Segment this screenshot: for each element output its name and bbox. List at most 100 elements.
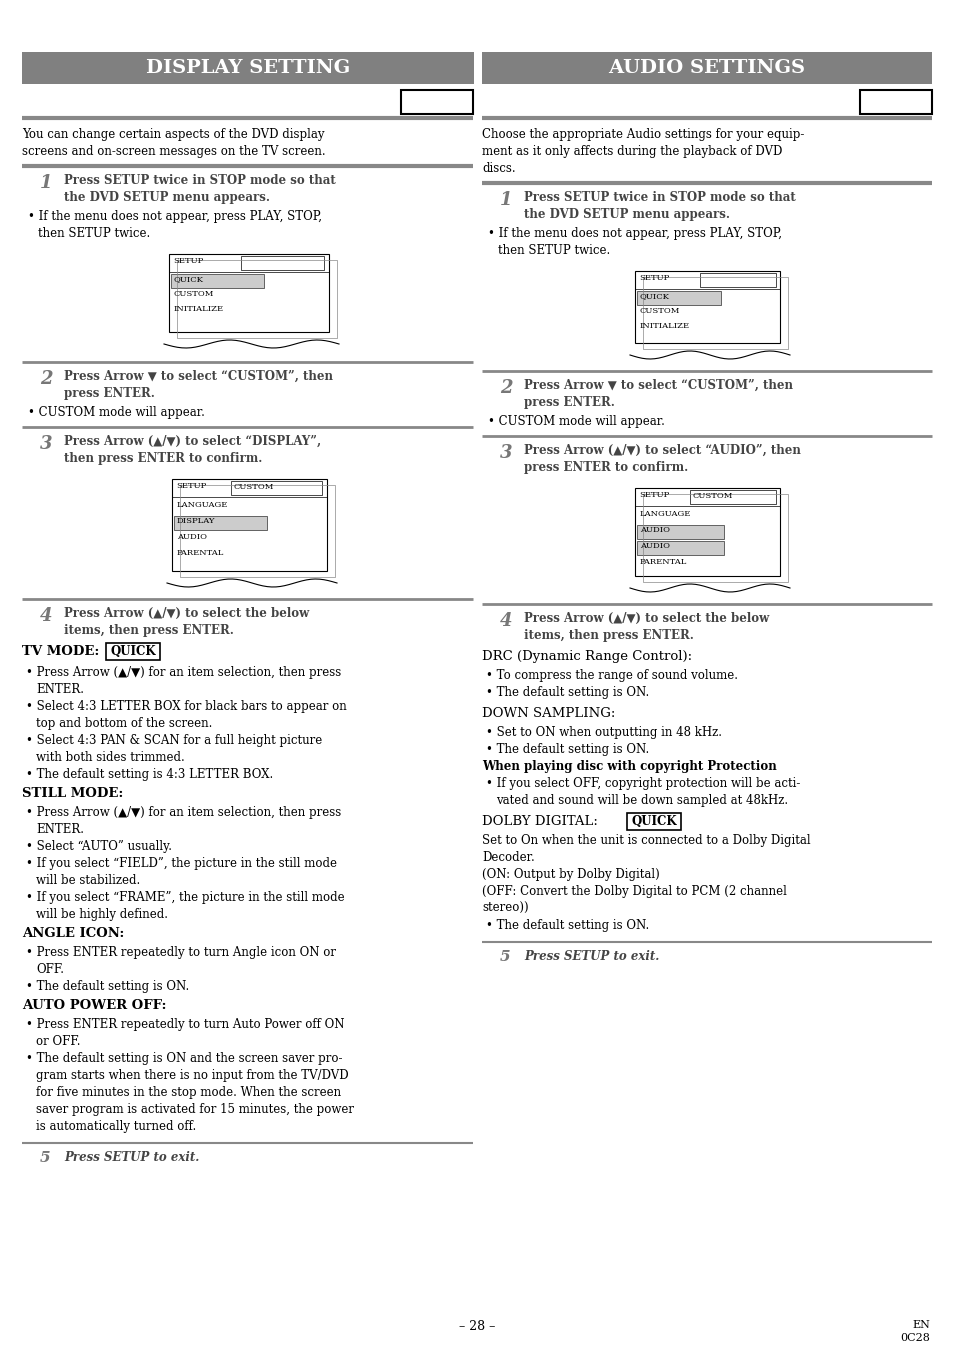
Text: • Select 4:3 PAN & SCAN for a full height picture: • Select 4:3 PAN & SCAN for a full heigh… — [26, 735, 322, 747]
Bar — [637, 291, 720, 305]
Text: 5: 5 — [40, 1151, 51, 1165]
Bar — [635, 488, 780, 576]
Text: 2: 2 — [499, 379, 512, 398]
Text: INITIALIZE: INITIALIZE — [173, 305, 224, 313]
Text: or OFF.: or OFF. — [36, 1035, 80, 1047]
Text: ment as it only affects during the playback of DVD: ment as it only affects during the playb… — [481, 146, 781, 158]
Text: Press Arrow (▲/▼) to select the below: Press Arrow (▲/▼) to select the below — [64, 607, 309, 620]
Text: SETUP: SETUP — [172, 257, 203, 266]
Text: • Press ENTER repeatedly to turn Angle icon ON or: • Press ENTER repeatedly to turn Angle i… — [26, 946, 335, 958]
Text: Press Arrow (▲/▼) to select the below: Press Arrow (▲/▼) to select the below — [523, 612, 768, 625]
Text: DRC (Dynamic Range Control):: DRC (Dynamic Range Control): — [481, 650, 691, 663]
Text: items, then press ENTER.: items, then press ENTER. — [523, 630, 693, 642]
Text: items, then press ENTER.: items, then press ENTER. — [64, 624, 233, 638]
Text: You can change certain aspects of the DVD display: You can change certain aspects of the DV… — [22, 128, 324, 142]
Text: ENTER.: ENTER. — [36, 683, 84, 696]
Bar — [481, 53, 931, 84]
Text: Press Arrow ▼ to select “CUSTOM”, then: Press Arrow ▼ to select “CUSTOM”, then — [64, 369, 333, 383]
Bar — [169, 253, 329, 332]
Text: 4: 4 — [499, 612, 512, 630]
Text: stereo)): stereo)) — [481, 902, 528, 915]
Text: SETUP: SETUP — [175, 483, 206, 491]
Text: • The default setting is ON.: • The default setting is ON. — [485, 686, 649, 700]
Text: DOWN SAMPLING:: DOWN SAMPLING: — [481, 706, 615, 720]
Text: vated and sound will be down sampled at 48kHz.: vated and sound will be down sampled at … — [496, 794, 787, 807]
Text: • If the menu does not appear, press PLAY, STOP,: • If the menu does not appear, press PLA… — [488, 226, 781, 240]
Text: 3: 3 — [499, 443, 512, 462]
Text: saver program is activated for 15 minutes, the power: saver program is activated for 15 minute… — [36, 1103, 354, 1116]
Text: 4: 4 — [40, 607, 52, 625]
Text: • If you select OFF, copyright protection will be acti-: • If you select OFF, copyright protectio… — [485, 776, 800, 790]
Text: QUICK: QUICK — [173, 275, 204, 283]
Text: DISPLAY SETTING: DISPLAY SETTING — [146, 59, 350, 77]
Text: DVD-V: DVD-V — [870, 94, 921, 109]
Bar — [700, 274, 775, 287]
Text: 0C28: 0C28 — [900, 1333, 929, 1343]
Text: press ENTER.: press ENTER. — [64, 387, 154, 400]
Text: When playing disc with copyright Protection: When playing disc with copyright Protect… — [481, 760, 776, 772]
Text: • Select “AUTO” usually.: • Select “AUTO” usually. — [26, 840, 172, 853]
Text: then press ENTER to confirm.: then press ENTER to confirm. — [64, 452, 262, 465]
Text: Press SETUP to exit.: Press SETUP to exit. — [64, 1151, 199, 1165]
Text: • CUSTOM mode will appear.: • CUSTOM mode will appear. — [28, 406, 205, 419]
Text: Press Arrow (▲/▼) to select “AUDIO”, then: Press Arrow (▲/▼) to select “AUDIO”, the… — [523, 443, 800, 457]
Text: then SETUP twice.: then SETUP twice. — [38, 226, 150, 240]
Text: • The default setting is 4:3 LETTER BOX.: • The default setting is 4:3 LETTER BOX. — [26, 768, 273, 780]
Text: press ENTER to confirm.: press ENTER to confirm. — [523, 461, 687, 474]
Text: AUDIO: AUDIO — [639, 542, 669, 550]
Text: the DVD SETUP menu appears.: the DVD SETUP menu appears. — [523, 208, 729, 221]
Bar — [637, 524, 723, 539]
Text: EN: EN — [911, 1320, 929, 1330]
Text: • The default setting is ON.: • The default setting is ON. — [485, 743, 649, 756]
Text: AUDIO: AUDIO — [177, 532, 207, 541]
Text: will be highly defined.: will be highly defined. — [36, 909, 168, 921]
Text: Press SETUP twice in STOP mode so that: Press SETUP twice in STOP mode so that — [64, 174, 335, 187]
Text: • Press ENTER repeatedly to turn Auto Power off ON: • Press ENTER repeatedly to turn Auto Po… — [26, 1018, 344, 1031]
Bar — [177, 260, 336, 338]
Bar — [689, 491, 775, 504]
Bar — [642, 276, 787, 349]
Text: LANGUAGE: LANGUAGE — [177, 501, 228, 510]
Text: • Select 4:3 LETTER BOX for black bars to appear on: • Select 4:3 LETTER BOX for black bars t… — [26, 700, 346, 713]
Text: Press SETUP to exit.: Press SETUP to exit. — [523, 950, 659, 962]
Text: INITIALIZE: INITIALIZE — [639, 322, 689, 330]
Text: with both sides trimmed.: with both sides trimmed. — [36, 751, 185, 764]
Text: • CUSTOM mode will appear.: • CUSTOM mode will appear. — [488, 415, 664, 429]
Text: AUTO POWER OFF:: AUTO POWER OFF: — [22, 999, 167, 1012]
Bar — [626, 813, 680, 830]
Text: OFF.: OFF. — [36, 962, 64, 976]
Text: • Set to ON when outputting in 48 kHz.: • Set to ON when outputting in 48 kHz. — [485, 727, 721, 739]
Text: CUSTOM: CUSTOM — [639, 307, 679, 315]
Text: top and bottom of the screen.: top and bottom of the screen. — [36, 717, 213, 731]
Text: CUSTOM: CUSTOM — [233, 483, 274, 491]
Text: then SETUP twice.: then SETUP twice. — [497, 244, 610, 257]
Text: Press Arrow ▼ to select “CUSTOM”, then: Press Arrow ▼ to select “CUSTOM”, then — [523, 379, 792, 392]
Text: SETUP: SETUP — [639, 491, 669, 499]
Text: the DVD SETUP menu appears.: the DVD SETUP menu appears. — [64, 191, 270, 204]
Bar — [180, 485, 335, 577]
Text: SETUP: SETUP — [639, 274, 669, 282]
Text: QUICK: QUICK — [111, 644, 155, 658]
Text: • If the menu does not appear, press PLAY, STOP,: • If the menu does not appear, press PLA… — [28, 210, 322, 222]
Text: screens and on-screen messages on the TV screen.: screens and on-screen messages on the TV… — [22, 146, 325, 158]
Text: Press SETUP twice in STOP mode so that: Press SETUP twice in STOP mode so that — [523, 191, 795, 204]
Text: CUSTOM: CUSTOM — [173, 290, 214, 298]
Text: ENTER.: ENTER. — [36, 824, 84, 836]
Text: PARENTAL: PARENTAL — [177, 549, 224, 557]
Text: 1: 1 — [499, 191, 512, 209]
Text: DOLBY DIGITAL:: DOLBY DIGITAL: — [481, 816, 598, 828]
Bar — [231, 481, 322, 495]
Text: will be stabilized.: will be stabilized. — [36, 874, 140, 887]
Bar — [172, 479, 327, 572]
Text: • Press Arrow (▲/▼) for an item selection, then press: • Press Arrow (▲/▼) for an item selectio… — [26, 666, 341, 679]
Text: • The default setting is ON.: • The default setting is ON. — [485, 919, 649, 931]
Text: LANGUAGE: LANGUAGE — [639, 510, 691, 518]
Text: Choose the appropriate Audio settings for your equip-: Choose the appropriate Audio settings fo… — [481, 128, 803, 142]
Text: ANGLE ICON:: ANGLE ICON: — [22, 927, 124, 940]
Text: press ENTER.: press ENTER. — [523, 396, 615, 408]
Text: – 28 –: – 28 – — [458, 1320, 495, 1333]
Text: gram starts when there is no input from the TV/DVD: gram starts when there is no input from … — [36, 1069, 348, 1082]
Bar — [106, 643, 160, 661]
Text: PARENTAL: PARENTAL — [639, 558, 687, 566]
Text: is automatically turned off.: is automatically turned off. — [36, 1120, 196, 1134]
